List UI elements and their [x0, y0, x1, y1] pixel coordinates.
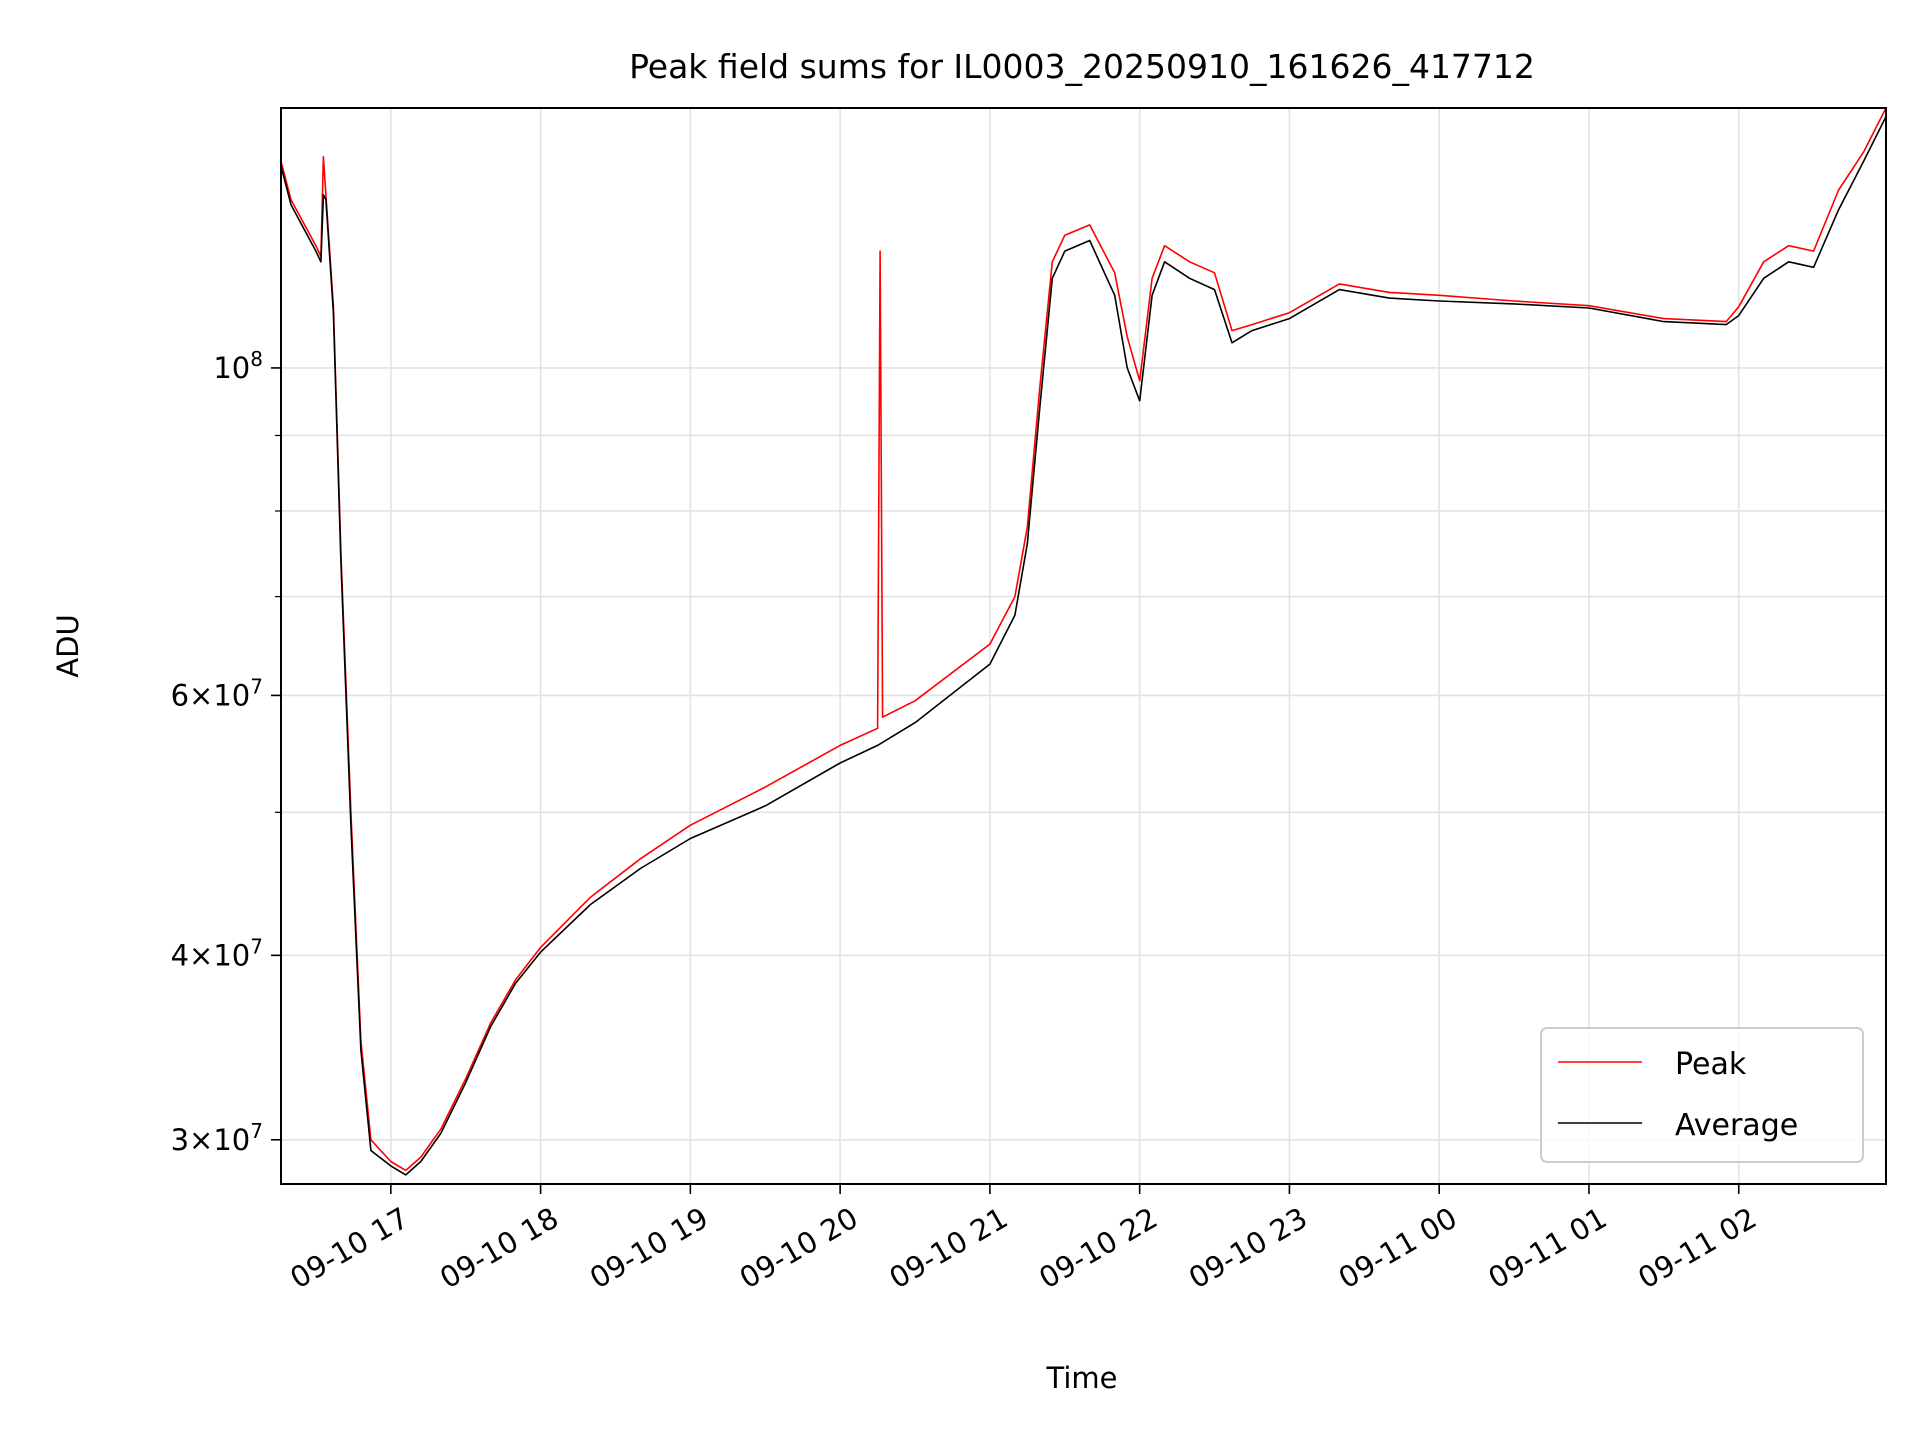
- chart-title: Peak field sums for IL0003_20250910_1616…: [629, 47, 1535, 86]
- series-lines: [280, 107, 1887, 1176]
- y-tick-label: 108: [213, 347, 263, 385]
- y-axis-label: ADU: [51, 614, 85, 677]
- legend-label-average: Average: [1675, 1108, 1798, 1143]
- y-tick-label: 3×107: [171, 1119, 263, 1157]
- plot-area: [280, 107, 1887, 1185]
- y-tick-label: 4×107: [171, 934, 263, 972]
- y-tick-label: 6×107: [171, 674, 263, 712]
- y-axis-ticks: 3×107 4×107 6×107 108: [171, 347, 281, 1157]
- legend-label-peak: Peak: [1675, 1047, 1747, 1082]
- grid-lines: [281, 108, 1886, 1184]
- legend: Peak Average: [1540, 1027, 1864, 1163]
- x-axis-label: Time: [1046, 1361, 1118, 1395]
- series-line-average: [280, 116, 1887, 1176]
- series-line-peak: [280, 107, 1887, 1172]
